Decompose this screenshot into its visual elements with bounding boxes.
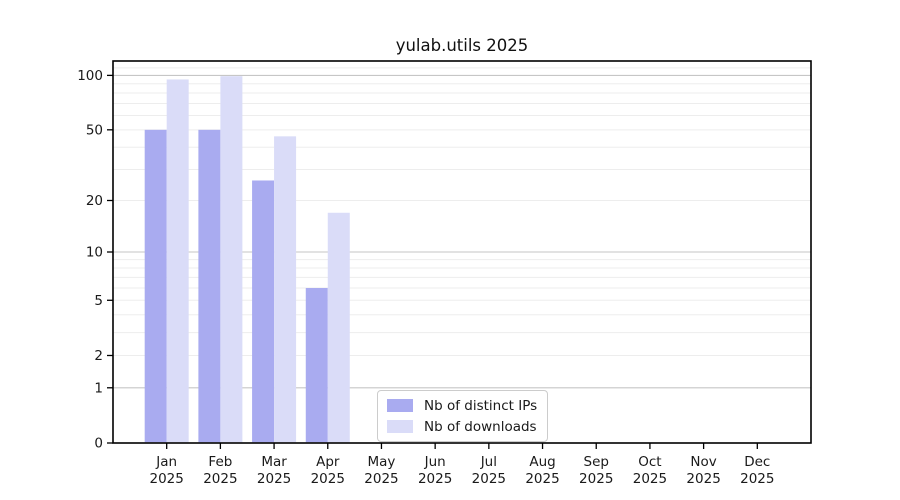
x-tick-label-month: Dec (744, 454, 770, 470)
x-tick-label-year: 2025 (472, 471, 506, 487)
bar-distinct-ips-jan (144, 129, 167, 443)
legend-swatch-downloads-icon (387, 420, 413, 433)
x-tick-label-month: Oct (638, 454, 661, 470)
y-tick-label: 1 (94, 380, 103, 396)
bar-downloads-jan (166, 79, 189, 443)
x-tick-label-month: Apr (316, 454, 340, 470)
x-tick-label-year: 2025 (150, 471, 184, 487)
legend: Nb of distinct IPs Nb of downloads (377, 390, 549, 442)
chart-title: yulab.utils 2025 (395, 36, 529, 55)
y-tick-label: 2 (94, 348, 103, 364)
x-tick-label-month: Jun (424, 454, 446, 470)
x-tick-label-month: Jul (480, 454, 497, 470)
bar-downloads-apr (327, 212, 350, 443)
x-tick-label-month: Aug (529, 454, 555, 470)
x-tick-label-month: Sep (584, 454, 609, 470)
bar-distinct-ips-mar (252, 180, 275, 443)
x-tick-label-year: 2025 (203, 471, 237, 487)
y-tick-label: 5 (94, 293, 103, 309)
x-tick-label-month: Jan (155, 454, 177, 470)
bar-distinct-ips-apr (305, 288, 328, 443)
x-tick-label-month: Feb (208, 454, 232, 470)
bar-downloads-mar (274, 136, 297, 443)
legend-label-distinct-ips: Nb of distinct IPs (424, 397, 538, 414)
bar-distinct-ips-feb (198, 129, 221, 443)
y-tick-label: 100 (77, 68, 103, 84)
x-tick-label-month: Nov (690, 454, 716, 470)
y-tick-label: 0 (94, 436, 103, 452)
bar-downloads-feb (220, 76, 243, 443)
x-tick-label-year: 2025 (257, 471, 291, 487)
x-tick-label-year: 2025 (525, 471, 559, 487)
y-tick-label: 10 (86, 245, 103, 261)
legend-item-distinct-ips: Nb of distinct IPs (387, 397, 537, 414)
x-tick-label-year: 2025 (311, 471, 345, 487)
x-tick-label-month: May (368, 454, 396, 470)
legend-item-downloads: Nb of downloads (387, 418, 537, 435)
x-tick-label-year: 2025 (579, 471, 613, 487)
y-tick-label: 20 (86, 193, 103, 209)
legend-swatch-distinct-ips-icon (387, 399, 413, 412)
x-tick-label-year: 2025 (633, 471, 667, 487)
x-tick-label-month: Mar (261, 454, 287, 470)
y-tick-label: 50 (86, 122, 103, 138)
x-tick-label-year: 2025 (740, 471, 774, 487)
x-tick-label-year: 2025 (418, 471, 452, 487)
x-tick-label-year: 2025 (686, 471, 720, 487)
legend-label-downloads: Nb of downloads (424, 418, 537, 435)
x-tick-label-year: 2025 (364, 471, 398, 487)
